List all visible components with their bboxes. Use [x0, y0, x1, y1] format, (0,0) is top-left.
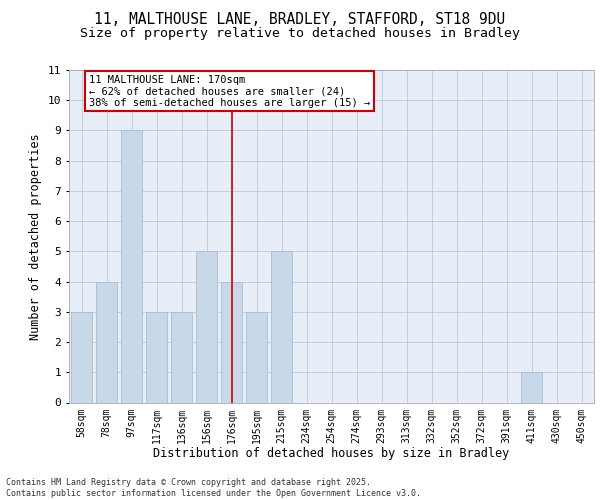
Bar — [521, 372, 542, 402]
Bar — [171, 312, 192, 402]
Text: 11, MALTHOUSE LANE, BRADLEY, STAFFORD, ST18 9DU: 11, MALTHOUSE LANE, BRADLEY, STAFFORD, S… — [94, 12, 506, 28]
Bar — [196, 252, 217, 402]
Bar — [96, 282, 117, 403]
Text: 11 MALTHOUSE LANE: 170sqm
← 62% of detached houses are smaller (24)
38% of semi-: 11 MALTHOUSE LANE: 170sqm ← 62% of detac… — [89, 74, 370, 108]
Text: Size of property relative to detached houses in Bradley: Size of property relative to detached ho… — [80, 28, 520, 40]
Bar — [71, 312, 92, 402]
Bar — [121, 130, 142, 402]
X-axis label: Distribution of detached houses by size in Bradley: Distribution of detached houses by size … — [154, 447, 509, 460]
Bar — [246, 312, 267, 402]
Y-axis label: Number of detached properties: Number of detached properties — [29, 133, 43, 340]
Bar — [146, 312, 167, 402]
Text: Contains HM Land Registry data © Crown copyright and database right 2025.
Contai: Contains HM Land Registry data © Crown c… — [6, 478, 421, 498]
Bar — [221, 282, 242, 403]
Bar — [271, 252, 292, 402]
